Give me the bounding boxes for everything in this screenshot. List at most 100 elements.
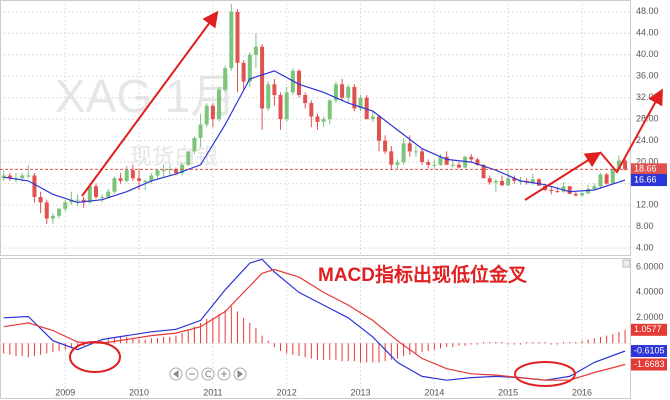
candle-body (7, 175, 12, 179)
candle-body (260, 46, 265, 109)
ma-flag: 16.66 (634, 174, 657, 184)
candle-body (469, 156, 474, 160)
y-tick-label: 6.0000 (636, 261, 664, 271)
reset-button[interactable] (201, 367, 215, 381)
candle-body (63, 202, 68, 209)
candle-body (241, 62, 246, 82)
candle-body (432, 164, 437, 166)
y-tick-label: 2.0000 (636, 312, 664, 322)
candle-body (340, 84, 345, 98)
y-tick-label: 4.00 (636, 242, 654, 252)
candle-body (130, 170, 135, 179)
candle-body (487, 178, 492, 183)
x-tick-label: 2015 (498, 387, 518, 397)
candle-body (512, 178, 517, 181)
candle-body (555, 191, 560, 193)
indicator-line (3, 268, 626, 381)
candle-body (204, 105, 209, 125)
candle-body (413, 151, 418, 153)
candle-body (327, 100, 332, 120)
candle-body (475, 159, 480, 165)
watermark-name: 现货白银 (130, 144, 218, 169)
nav-icons (205, 370, 212, 378)
panel-close-button[interactable] (622, 259, 631, 268)
candle-body (383, 140, 388, 152)
candle-body (167, 169, 172, 171)
x-tick-label: 2009 (55, 387, 75, 397)
candle-body (81, 199, 86, 203)
candle-body (407, 143, 412, 152)
y-tick-label: 8.00 (636, 221, 654, 231)
candle-body (137, 178, 142, 181)
candle-body (143, 180, 148, 182)
trend-arrow (524, 151, 602, 201)
candle-body (149, 175, 154, 181)
last-price-flag-bg (631, 163, 667, 176)
y-tick-label: 4.0000 (636, 287, 664, 297)
candle-body (217, 89, 222, 120)
x-tick-label: 2014 (424, 387, 444, 397)
candle-body (186, 151, 191, 165)
candle-body (333, 84, 338, 101)
watermark-symbol: XAG 1月 (55, 70, 237, 122)
macd-flag-bg (631, 345, 667, 358)
y-tick-label: 48.00 (636, 6, 659, 16)
candle-body (75, 199, 80, 201)
candle-body (69, 199, 74, 203)
candle-body (297, 70, 302, 96)
candle-body (161, 170, 166, 172)
y-tick-label: 12.00 (636, 199, 659, 209)
candle-body (456, 164, 461, 168)
candle-body (567, 186, 572, 194)
ma-flag-bg (631, 174, 667, 187)
candle-body (20, 175, 25, 179)
candle-body (266, 84, 271, 109)
candle-body (370, 116, 375, 120)
candle-body (272, 84, 277, 96)
candle-body (229, 11, 234, 69)
candle-body (364, 97, 369, 120)
price-panel-frame (0, 0, 631, 256)
candle-body (50, 215, 55, 219)
candle-body (315, 116, 320, 122)
candle-body (420, 151, 425, 163)
candle-body (112, 178, 117, 192)
candle-body (210, 105, 215, 120)
candle-body (26, 175, 31, 177)
nav-icons (173, 370, 243, 378)
candle-body (426, 162, 431, 165)
candle-body (401, 143, 406, 163)
candle-body (536, 179, 541, 186)
trend-arrow (81, 10, 219, 197)
candle-body (530, 179, 535, 183)
candle-body (57, 208, 62, 216)
x-tick-label: 2016 (572, 387, 592, 397)
candle-body (124, 170, 129, 181)
candle-body (321, 119, 326, 122)
candle-body (623, 160, 628, 170)
histogram-flag: 1.0577 (634, 324, 662, 334)
candle-body (376, 116, 381, 141)
candle-body (192, 137, 197, 152)
trend-arrow (599, 88, 663, 174)
candle-body (616, 160, 621, 170)
nav-buttons (169, 367, 247, 381)
candle-body (284, 92, 289, 120)
y-tick-label: 20.00 (636, 157, 659, 167)
candle-body (444, 156, 449, 165)
candle-body (93, 186, 98, 198)
candle-body (549, 190, 554, 192)
candle-body (358, 97, 363, 109)
candle-body (493, 180, 498, 183)
macd-flag: -0.6105 (634, 345, 665, 355)
last-price-flag: 18.66 (634, 164, 657, 174)
candle-body (450, 164, 455, 166)
candle-body (573, 193, 578, 196)
macd-flag: -1.6683 (634, 359, 665, 369)
y-tick-label: 44.00 (636, 28, 659, 38)
candle-body (592, 186, 597, 189)
y-tick-label: 24.00 (636, 135, 659, 145)
indicator-line (3, 70, 626, 204)
y-tick-label: 36.00 (636, 71, 659, 81)
